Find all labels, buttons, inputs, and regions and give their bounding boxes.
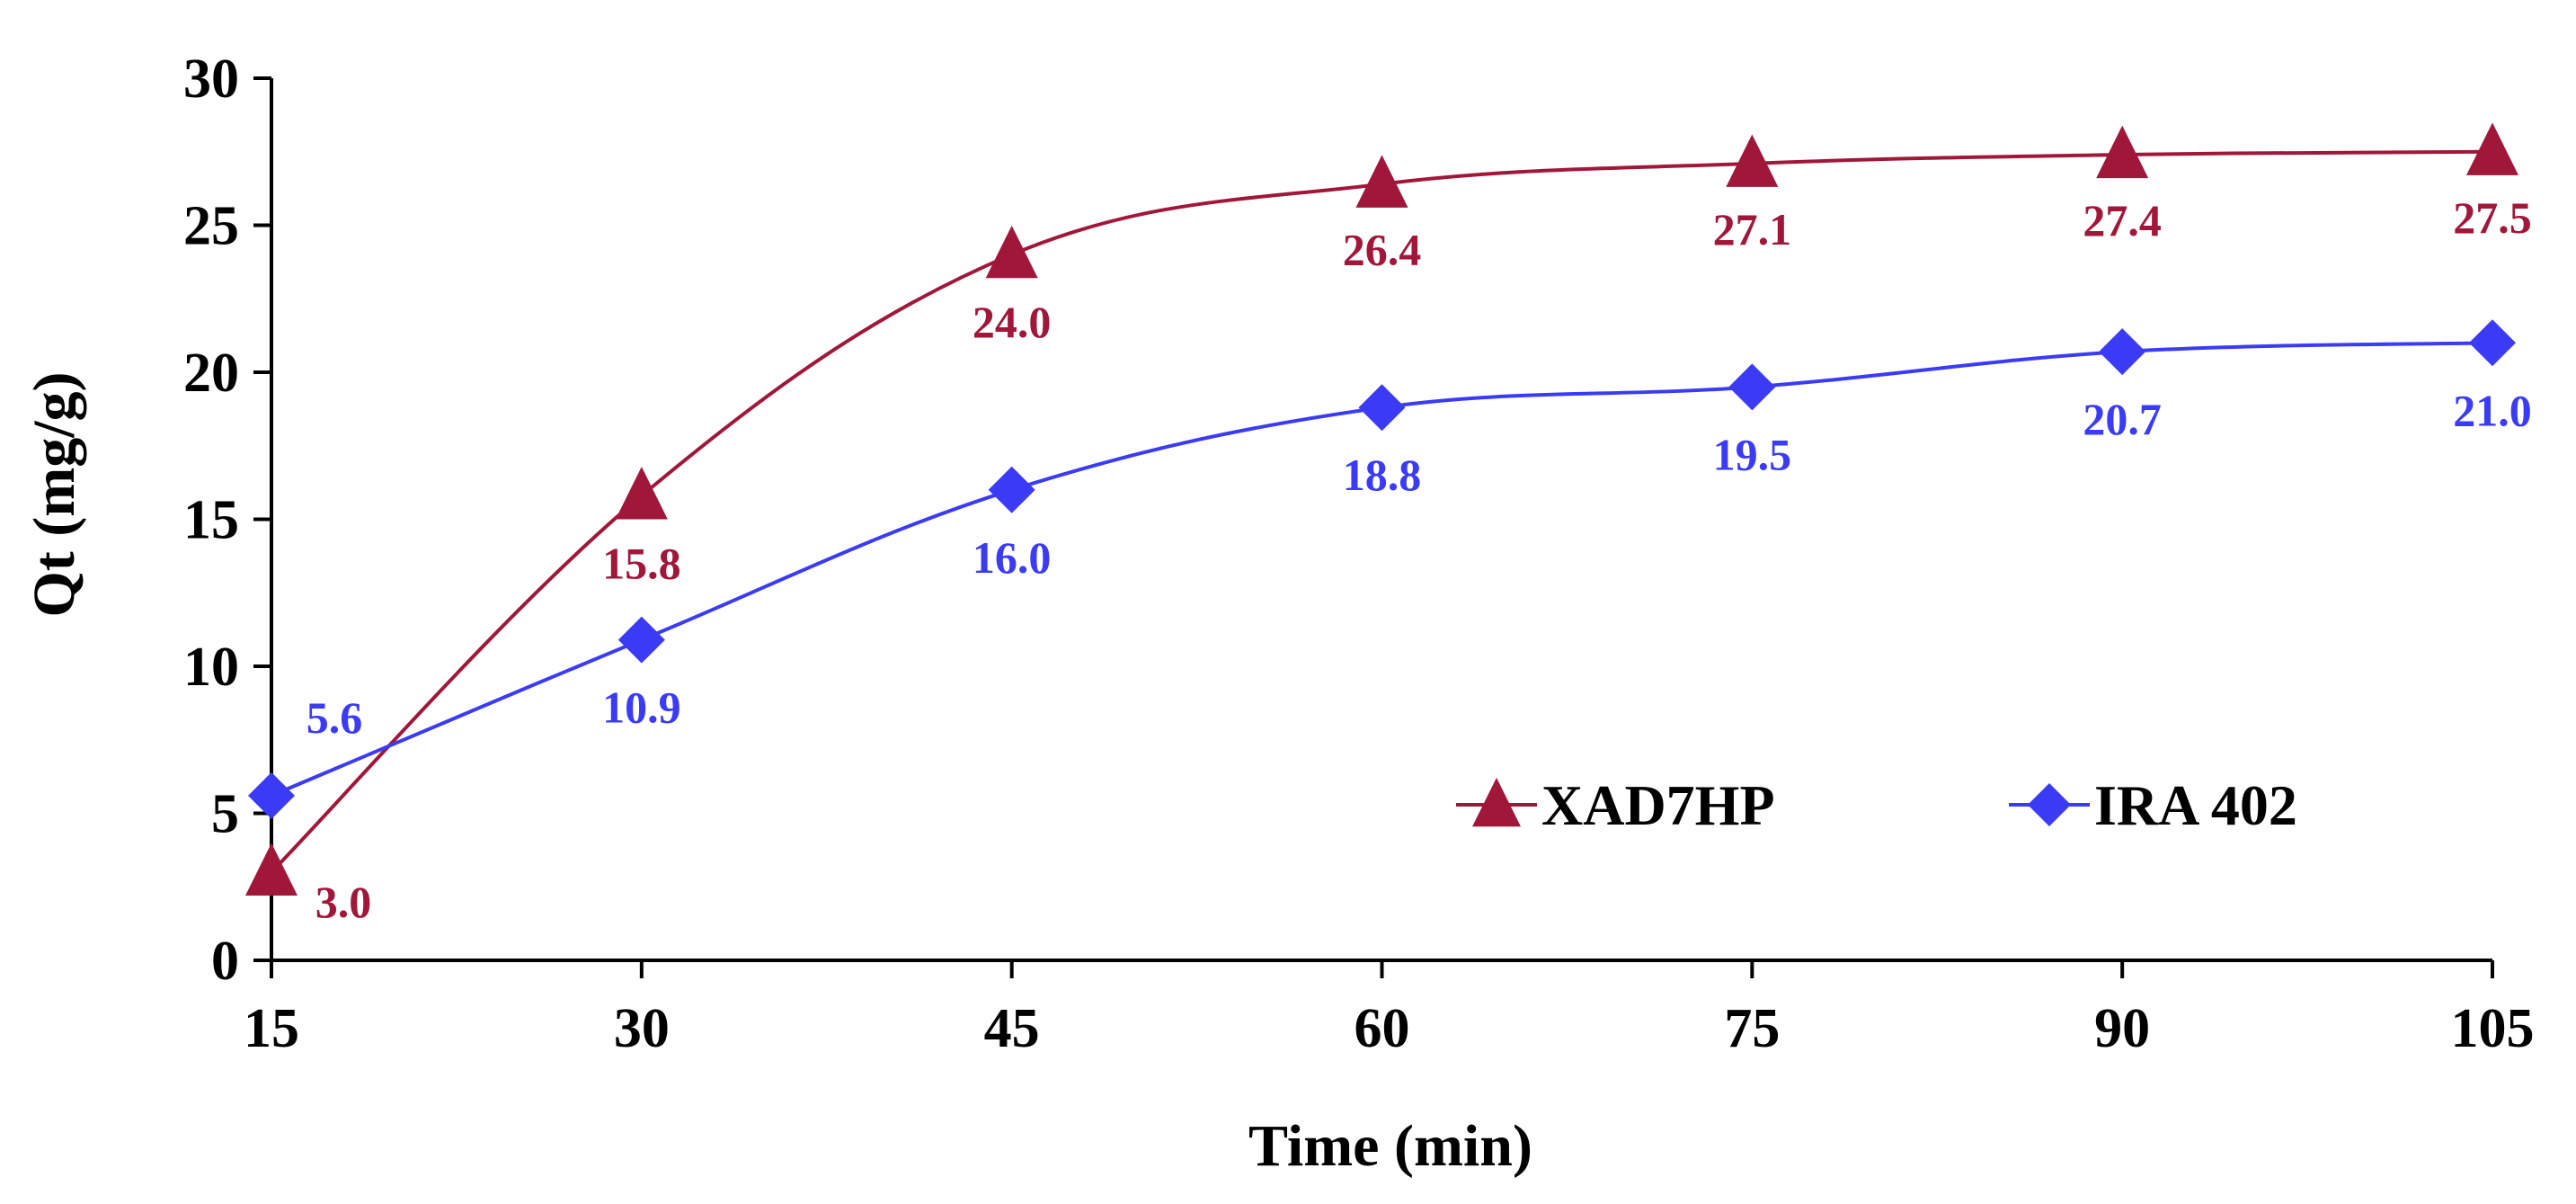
series-layer: [245, 122, 2518, 896]
data-point-ira-402: [2469, 319, 2516, 367]
x-tick-label: 30: [614, 998, 670, 1059]
x-tick-label: 90: [2094, 998, 2150, 1059]
data-label-xad7hp: 26.4: [1343, 225, 1422, 275]
data-point-xad7hp: [615, 466, 668, 520]
data-point-xad7hp: [1355, 155, 1408, 208]
data-point-ira-402: [1728, 363, 1776, 411]
data-point-ira-402: [248, 771, 295, 819]
data-label-ira-402: 10.9: [602, 682, 681, 733]
data-point-xad7hp: [1726, 134, 1779, 187]
axes: 0 5 10 15 20 25 30 15 30 45 60 75 90 105: [183, 49, 2535, 1059]
y-axis-title: Qt (mg/g): [22, 371, 87, 617]
legend-label-ira-402: IRA 402: [2094, 773, 2297, 837]
y-tick-label: 30: [183, 49, 239, 110]
y-tick-label: 10: [183, 637, 239, 698]
data-label-ira-402: 5.6: [306, 692, 363, 743]
data-point-ira-402: [988, 466, 1035, 513]
data-point-xad7hp: [245, 843, 298, 896]
x-tick-label: 75: [1724, 998, 1780, 1059]
data-label-xad7hp: 27.1: [1713, 204, 1792, 254]
data-label-xad7hp: 24.0: [973, 297, 1052, 347]
data-point-xad7hp: [985, 225, 1038, 279]
x-tick-label: 105: [2451, 998, 2535, 1059]
y-tick-label: 5: [211, 784, 239, 845]
data-label-ira-402: 19.5: [1713, 429, 1792, 479]
y-tick-label: 20: [183, 343, 239, 404]
data-label-xad7hp: 27.5: [2453, 192, 2532, 243]
data-label-ira-402: 16.0: [973, 532, 1052, 583]
legend-item-xad7hp: XAD7HP: [1456, 773, 1775, 837]
data-label-xad7hp: 15.8: [602, 538, 681, 588]
data-label-xad7hp: 27.4: [2083, 195, 2162, 245]
y-tick-label: 25: [183, 196, 239, 257]
data-point-ira-402: [1358, 384, 1406, 432]
data-point-xad7hp: [2096, 125, 2149, 179]
legend: XAD7HP IRA 402: [1456, 773, 2297, 837]
y-tick-label: 0: [211, 931, 239, 992]
data-label-ira-402: 20.7: [2083, 394, 2162, 444]
data-labels: 3.0 15.8 24.0 26.4 27.1 27.4 27.5 5.6 10.9 16.0 18…: [306, 192, 2532, 927]
data-point-ira-402: [2099, 328, 2146, 376]
data-label-xad7hp: 3.0: [315, 877, 372, 927]
x-tick-label: 60: [1355, 998, 1410, 1059]
x-tick-label: 15: [244, 998, 299, 1059]
legend-marker-xad7hp: [1472, 777, 1521, 827]
data-point-xad7hp: [2466, 122, 2518, 175]
data-point-ira-402: [617, 616, 665, 664]
legend-label-xad7hp: XAD7HP: [1541, 773, 1775, 837]
data-label-ira-402: 21.0: [2453, 385, 2532, 435]
y-tick-label: 15: [183, 490, 239, 551]
legend-marker-ira-402: [2028, 783, 2071, 826]
x-tick-label: 45: [984, 998, 1040, 1059]
data-label-ira-402: 18.8: [1343, 450, 1422, 500]
legend-item-ira-402: IRA 402: [2009, 773, 2297, 837]
x-axis-title: Time (min): [1248, 1113, 1532, 1179]
